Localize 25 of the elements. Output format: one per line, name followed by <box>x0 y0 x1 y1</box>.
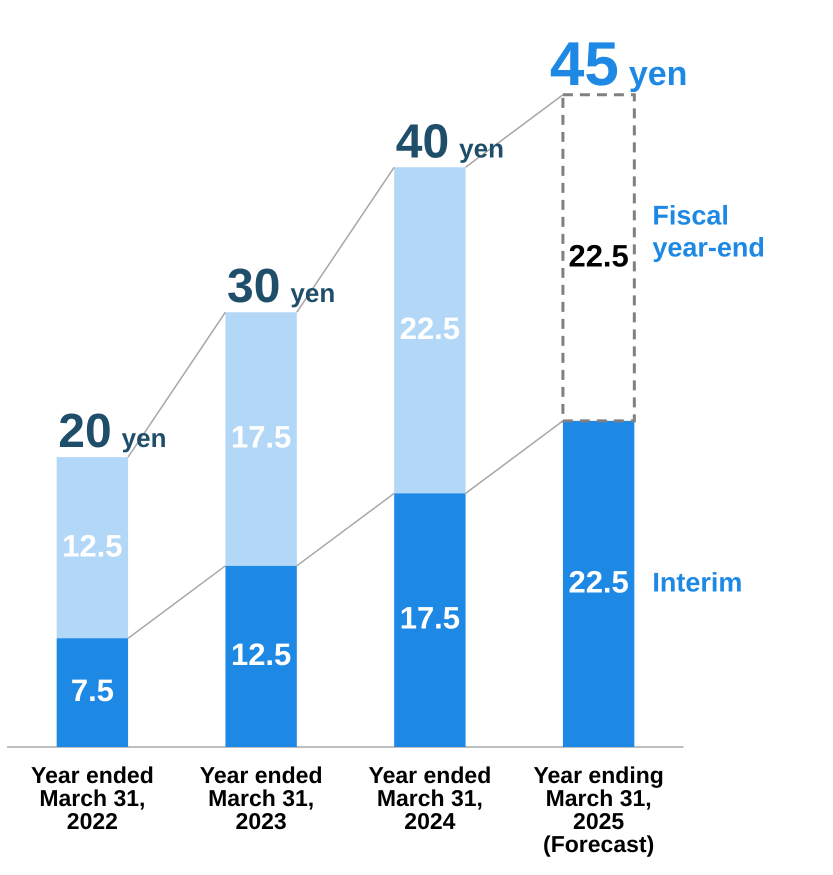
bar <box>56 457 128 638</box>
x-tick-label: Year ended March 31, 2024 <box>368 762 492 834</box>
bar <box>225 566 297 747</box>
total-label: 30 yen <box>227 260 336 314</box>
x-tick-label: Year ended March 31, 2022 <box>31 762 154 834</box>
bar <box>394 167 466 494</box>
data-label: 12.5 <box>62 528 123 564</box>
total-label: 40 yen <box>396 115 504 168</box>
data-label: 7.5 <box>70 673 114 708</box>
data-label: 22.5 <box>400 310 460 346</box>
x-tick-label: Year ending March 31, 2025 (Forecast) <box>533 762 664 857</box>
total-label: 20 yen <box>58 405 166 458</box>
data-label: 12.5 <box>230 636 292 672</box>
bar <box>562 420 634 747</box>
series-label: Interim <box>652 567 742 598</box>
data-label: 22.5 <box>568 564 629 600</box>
data-label: 22.5 <box>568 238 629 274</box>
bar <box>394 493 466 747</box>
series-label: Fiscal year-end <box>652 200 765 262</box>
total-label: 45 yen <box>550 30 688 99</box>
data-label: 17.5 <box>400 600 460 636</box>
bar <box>56 638 128 747</box>
data-label: 17.5 <box>230 420 292 455</box>
bar <box>225 312 297 566</box>
x-tick-label: Year ended March 31, 2023 <box>200 762 322 834</box>
